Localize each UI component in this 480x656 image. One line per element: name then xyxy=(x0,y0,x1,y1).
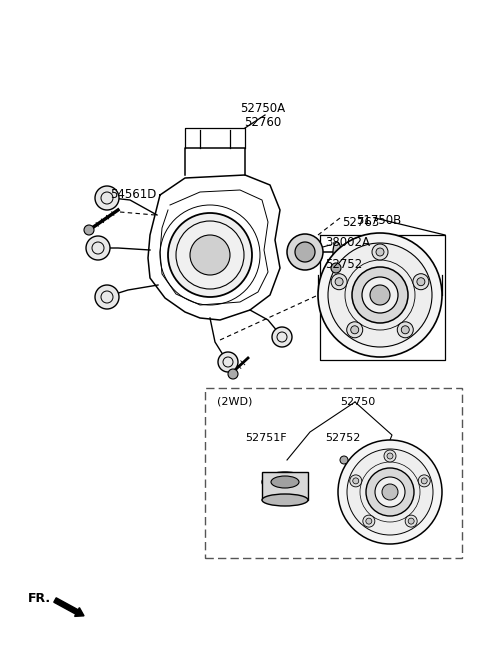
Text: 52751F: 52751F xyxy=(245,433,287,443)
Circle shape xyxy=(318,233,442,357)
Circle shape xyxy=(413,274,429,290)
Circle shape xyxy=(328,243,432,347)
Text: 52752: 52752 xyxy=(325,258,362,272)
Circle shape xyxy=(228,369,238,379)
Circle shape xyxy=(168,213,252,297)
Ellipse shape xyxy=(271,476,299,488)
Circle shape xyxy=(372,244,388,260)
Text: 52750: 52750 xyxy=(340,397,375,407)
Text: 38002A: 38002A xyxy=(325,237,370,249)
Circle shape xyxy=(366,468,414,516)
Ellipse shape xyxy=(262,472,308,492)
Text: FR.: FR. xyxy=(28,592,51,604)
Circle shape xyxy=(352,267,408,323)
Circle shape xyxy=(340,456,348,464)
Circle shape xyxy=(347,322,363,338)
Text: 52750A: 52750A xyxy=(240,102,286,115)
Circle shape xyxy=(382,484,398,500)
Circle shape xyxy=(347,449,433,535)
Circle shape xyxy=(417,277,425,286)
Circle shape xyxy=(401,326,409,334)
Bar xyxy=(188,237,232,273)
Circle shape xyxy=(366,518,372,524)
Circle shape xyxy=(363,515,375,527)
Circle shape xyxy=(295,242,315,262)
Circle shape xyxy=(353,478,359,484)
Ellipse shape xyxy=(333,242,341,262)
Circle shape xyxy=(338,440,442,544)
Circle shape xyxy=(421,478,427,484)
Text: 52752: 52752 xyxy=(325,433,360,443)
Circle shape xyxy=(272,327,292,347)
Circle shape xyxy=(351,326,359,334)
Text: 52760: 52760 xyxy=(244,115,282,129)
Circle shape xyxy=(95,186,119,210)
Circle shape xyxy=(370,285,390,305)
Circle shape xyxy=(384,450,396,462)
Ellipse shape xyxy=(262,494,308,506)
Circle shape xyxy=(331,263,341,273)
Circle shape xyxy=(376,248,384,256)
Circle shape xyxy=(218,352,238,372)
Circle shape xyxy=(405,515,417,527)
Circle shape xyxy=(408,518,414,524)
Circle shape xyxy=(84,225,94,235)
Circle shape xyxy=(362,277,398,313)
Text: (2WD): (2WD) xyxy=(217,397,252,407)
Circle shape xyxy=(397,322,413,338)
Circle shape xyxy=(335,277,343,286)
Circle shape xyxy=(287,234,323,270)
Text: 54561D: 54561D xyxy=(110,188,156,201)
Circle shape xyxy=(331,274,347,290)
Circle shape xyxy=(375,477,405,507)
Circle shape xyxy=(190,235,230,275)
Circle shape xyxy=(95,285,119,309)
Text: 51750B: 51750B xyxy=(356,213,401,226)
Circle shape xyxy=(418,475,430,487)
Circle shape xyxy=(86,236,110,260)
Text: 52763: 52763 xyxy=(342,216,379,230)
FancyArrow shape xyxy=(54,598,84,617)
Bar xyxy=(205,388,462,558)
Circle shape xyxy=(350,475,362,487)
Bar xyxy=(262,472,308,500)
Circle shape xyxy=(387,453,393,459)
